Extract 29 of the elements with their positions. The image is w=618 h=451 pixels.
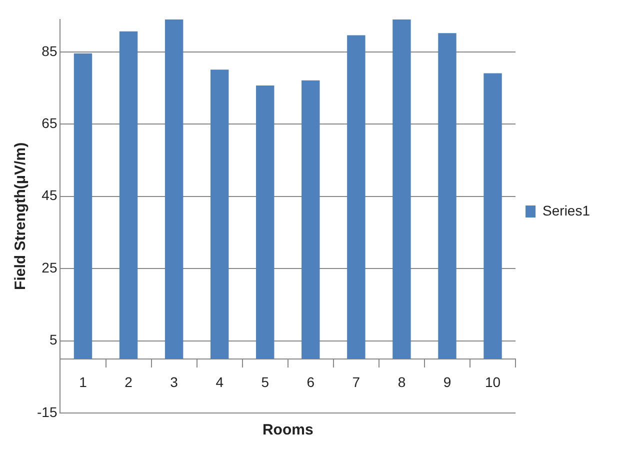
- x-axis-title: Rooms: [262, 422, 314, 439]
- x-tick-label: 9: [443, 374, 452, 390]
- y-axis-title: Field Strength(μV/m): [12, 142, 30, 290]
- x-tick-label: 1: [79, 374, 88, 390]
- y-tick-label: 65: [42, 114, 58, 131]
- bar: [74, 53, 92, 359]
- x-tick-label: 2: [124, 374, 133, 390]
- bar: [119, 31, 138, 359]
- x-tick-label: 3: [170, 374, 178, 390]
- y-tick-label: 25: [42, 259, 58, 276]
- x-tick-label: 4: [216, 374, 224, 390]
- x-tick-label: 6: [306, 374, 315, 390]
- bar: [302, 80, 320, 359]
- x-tick-label: 5: [261, 374, 270, 390]
- x-tick-label: 10: [484, 374, 501, 390]
- bar: [347, 35, 366, 359]
- bar: [164, 19, 184, 359]
- legend-label: Series1: [542, 202, 590, 218]
- bar: [256, 85, 274, 359]
- bar: [210, 70, 229, 359]
- y-tick-label: 45: [42, 187, 58, 204]
- y-tick-label: -15: [37, 404, 58, 420]
- y-tick-label: 85: [42, 42, 58, 59]
- y-tick-label: 5: [49, 332, 58, 348]
- bar: [438, 33, 456, 359]
- bar: [392, 19, 411, 359]
- x-tick-label: 7: [352, 374, 360, 390]
- x-tick-label: 8: [398, 374, 406, 390]
- bar: [484, 73, 502, 359]
